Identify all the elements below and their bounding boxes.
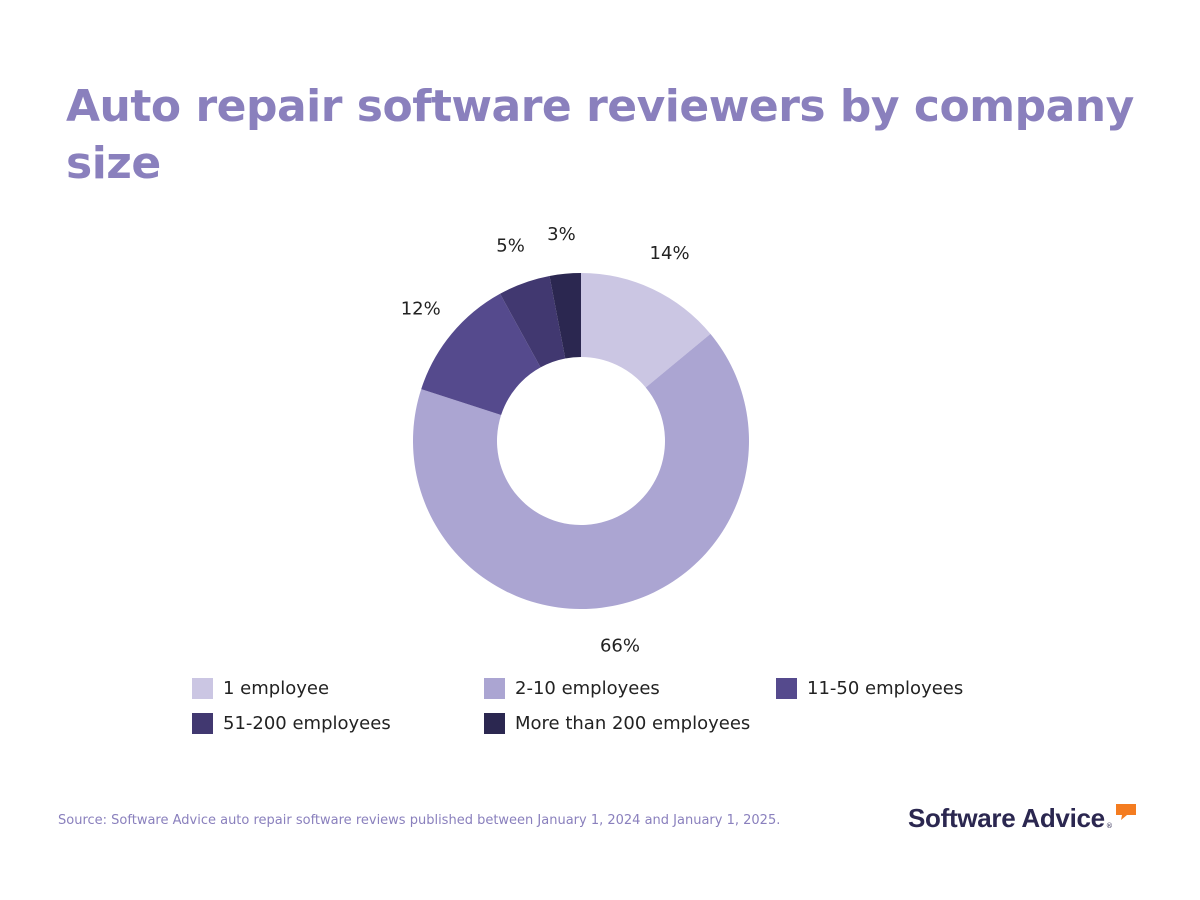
- legend-label: 51-200 employees: [223, 713, 391, 734]
- slice-label: 66%: [600, 635, 640, 656]
- slice-label: 14%: [650, 243, 690, 264]
- legend-label: 1 employee: [223, 678, 330, 699]
- donut-slice: [500, 275, 566, 368]
- speech-bubble-icon: [1115, 804, 1136, 820]
- legend-label: More than 200 employees: [515, 713, 751, 734]
- donut-slices: [413, 273, 749, 610]
- legend-swatch: [776, 678, 797, 699]
- legend-item: 2-10 employees: [484, 678, 776, 699]
- donut-slice: [581, 273, 711, 388]
- legend-item: More than 200 employees: [484, 713, 776, 734]
- chart-title: Auto repair software reviewers by compan…: [66, 81, 1134, 189]
- legend-label: 2-10 employees: [515, 678, 660, 699]
- slice-label: 3%: [547, 224, 576, 245]
- legend-item: 11-50 employees: [776, 678, 1068, 699]
- legend-swatch: [192, 678, 213, 699]
- brand-name: Software Advice: [908, 803, 1105, 833]
- slice-label: 12%: [401, 298, 441, 319]
- donut-slice: [413, 333, 749, 610]
- slice-label: 5%: [496, 235, 525, 256]
- legend-label: 11-50 employees: [807, 678, 964, 699]
- chart-legend: 1 employee 2-10 employees 11-50 employees 5…: [192, 678, 1072, 734]
- source-note: Source: Software Advice auto repair soft…: [58, 813, 781, 828]
- legend-swatch: [192, 713, 213, 734]
- brand-logo: Software Advice ®: [908, 800, 1137, 836]
- donut-slice: [549, 273, 581, 359]
- legend-item: 1 employee: [192, 678, 484, 699]
- legend-swatch: [484, 713, 505, 734]
- legend-item: 51-200 employees: [192, 713, 484, 734]
- legend-swatch: [484, 678, 505, 699]
- donut-slice: [421, 293, 541, 416]
- donut-slice-labels: 14% 66% 12% 5% 3%: [401, 224, 690, 656]
- brand-registered-mark: ®: [1105, 822, 1113, 830]
